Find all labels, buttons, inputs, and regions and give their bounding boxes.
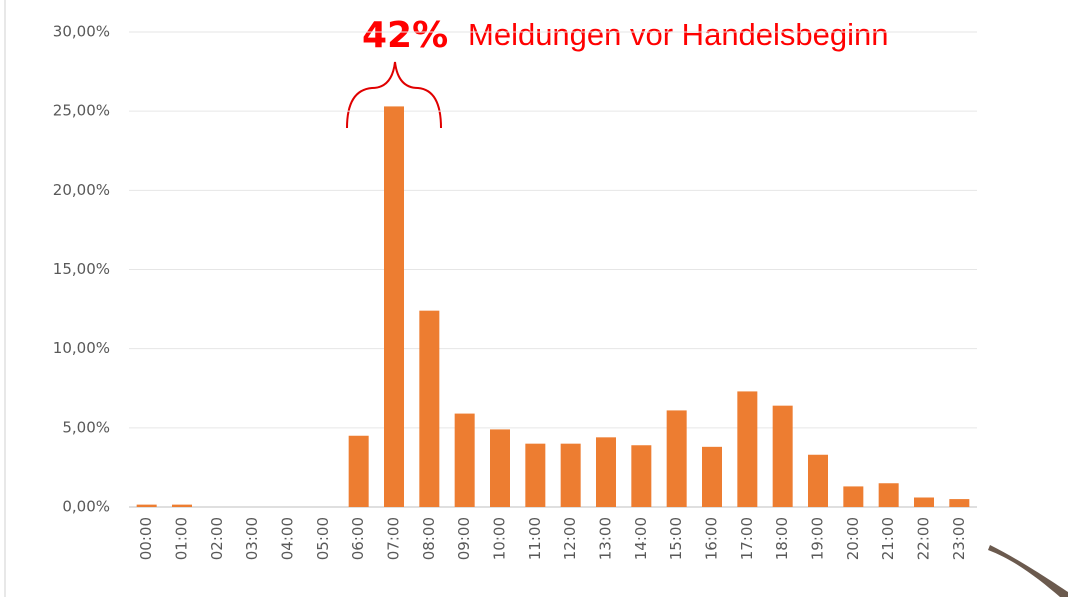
x-tick-label: 12:00 bbox=[561, 517, 579, 560]
annotation-percent: 42% bbox=[362, 15, 448, 56]
bar bbox=[843, 486, 864, 507]
y-tick-label: 0,00% bbox=[62, 498, 110, 516]
x-tick-label: 13:00 bbox=[597, 517, 615, 560]
x-tick-label: 03:00 bbox=[243, 517, 261, 560]
x-tick-label: 22:00 bbox=[915, 517, 933, 560]
decoration bbox=[988, 545, 1068, 597]
bar bbox=[631, 445, 652, 507]
bar bbox=[878, 483, 899, 507]
y-tick-label: 10,00% bbox=[53, 339, 110, 357]
x-tick-label: 11:00 bbox=[526, 517, 544, 560]
bar bbox=[490, 429, 510, 507]
y-tick-label: 20,00% bbox=[53, 181, 110, 199]
bar bbox=[702, 446, 722, 507]
x-tick-label: 21:00 bbox=[879, 517, 897, 560]
bar bbox=[560, 443, 581, 507]
x-tick-label: 19:00 bbox=[809, 517, 827, 560]
x-tick-label: 00:00 bbox=[137, 517, 155, 560]
y-tick-label: 15,00% bbox=[53, 260, 110, 278]
x-tick-label: 20:00 bbox=[844, 517, 862, 560]
bar bbox=[384, 106, 404, 508]
bar bbox=[772, 405, 793, 507]
bar bbox=[808, 454, 828, 507]
bar bbox=[136, 504, 157, 507]
x-tick-label: 08:00 bbox=[420, 517, 438, 560]
x-tick-label: 23:00 bbox=[950, 517, 968, 560]
x-tick-label: 16:00 bbox=[703, 517, 721, 560]
bar bbox=[419, 310, 440, 507]
bar bbox=[666, 410, 687, 507]
bar bbox=[348, 435, 369, 507]
bar bbox=[596, 437, 616, 507]
y-tick-label: 30,00% bbox=[53, 23, 110, 41]
annotation-text: Meldungen vor Handelsbeginn bbox=[468, 17, 889, 52]
x-tick-label: 06:00 bbox=[349, 517, 367, 560]
bar bbox=[949, 499, 970, 507]
bar bbox=[914, 497, 934, 507]
x-tick-label: 18:00 bbox=[773, 517, 791, 560]
x-tick-label: 17:00 bbox=[738, 517, 756, 560]
x-tick-label: 07:00 bbox=[385, 517, 403, 560]
x-tick-label: 09:00 bbox=[455, 517, 473, 560]
x-tick-label: 14:00 bbox=[632, 517, 650, 560]
bar bbox=[525, 443, 546, 507]
y-tick-label: 25,00% bbox=[53, 102, 110, 120]
x-tick-label: 10:00 bbox=[491, 517, 509, 560]
x-tick-label: 01:00 bbox=[173, 517, 191, 560]
brace bbox=[346, 61, 442, 129]
bar bbox=[737, 391, 758, 507]
x-tick-label: 04:00 bbox=[279, 517, 297, 560]
x-tick-label: 05:00 bbox=[314, 517, 332, 560]
bar bbox=[172, 504, 192, 507]
y-tick-label: 5,00% bbox=[62, 418, 110, 436]
x-tick-label: 02:00 bbox=[208, 517, 226, 560]
bar bbox=[454, 413, 475, 507]
x-tick-label: 15:00 bbox=[667, 517, 685, 560]
